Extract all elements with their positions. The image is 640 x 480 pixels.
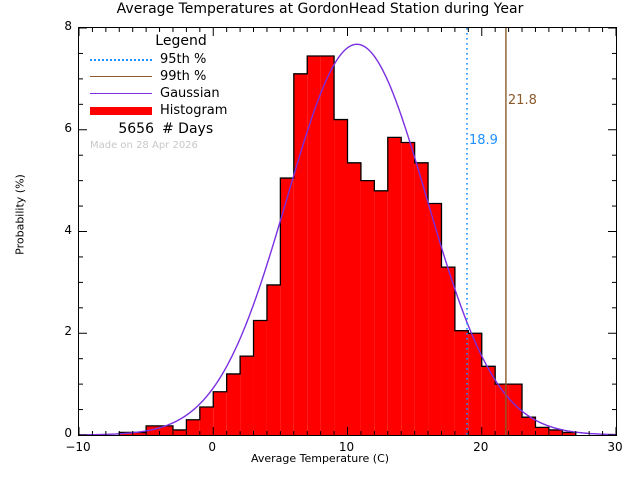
histogram-bars (118, 55, 577, 435)
histogram-bar (522, 417, 536, 435)
histogram-bar (146, 425, 160, 435)
y-axis-ticks (79, 28, 616, 435)
legend-line (90, 92, 152, 94)
histogram-bar (132, 432, 147, 435)
legend-entry: 95th % (88, 51, 303, 68)
y-tick-label: 4 (64, 222, 72, 237)
histogram-bar (280, 178, 294, 435)
legend-title: Legend (155, 33, 207, 49)
legend-entry-label: 95th % (160, 52, 207, 67)
percentile-lines (466, 28, 507, 435)
legend-entries: 95th % 99th % Gaussian Histogram (88, 51, 303, 119)
y-tick-label: 0 (64, 426, 72, 440)
histogram-bar (441, 267, 455, 435)
histogram-bar (562, 432, 576, 435)
made-on-caption: Made on 28 Apr 2026 (90, 140, 198, 151)
histogram-bar (508, 384, 523, 435)
legend-count-label: # Days (162, 121, 214, 137)
plot-svg (79, 28, 616, 435)
histogram-bar (548, 429, 563, 435)
y-tick-label: 8 (64, 19, 72, 33)
x-tick-label: 10 (338, 440, 355, 454)
legend-entry-label: 99th % (160, 69, 207, 84)
99th-percentile-label: 21.8 (507, 93, 537, 108)
legend-entry: 99th % (88, 68, 303, 85)
histogram-bar (226, 373, 241, 435)
histogram-bar (159, 425, 173, 435)
legend-day-count: 5656 # Days (88, 120, 303, 138)
histogram-bar (266, 284, 281, 435)
x-axis-ticks (79, 28, 616, 435)
histogram-bar (253, 320, 267, 435)
histogram-bar (454, 330, 469, 435)
histogram-bar (334, 119, 348, 435)
legend-entry-label: Histogram (160, 103, 228, 118)
legend-entry-label: Gaussian (160, 86, 220, 101)
histogram-bar (481, 366, 496, 435)
chart-title: Average Temperatures at GordonHead Stati… (116, 1, 524, 17)
histogram-bar (374, 190, 388, 435)
x-tick-label: 20 (473, 440, 489, 454)
y-tick-label: 2 (64, 324, 72, 339)
histogram-bar (535, 427, 549, 435)
x-tick-label: 30 (607, 440, 623, 454)
histogram-bar (213, 391, 227, 435)
histogram-bar (414, 162, 429, 435)
histogram-bar (320, 55, 335, 435)
histogram-bar (307, 55, 321, 435)
gaussian-curve (79, 43, 616, 435)
x-tick-label: 0 (208, 440, 217, 454)
legend-key-solid-line (88, 71, 154, 83)
y-axis-title: Probability (%) (13, 174, 27, 255)
chart-legend: Legend 95th % 99th % Gaussian Histogram 565… (88, 33, 303, 151)
legend-key-dotted-line (88, 54, 154, 66)
plot-area (78, 27, 617, 436)
x-axis-title: Average Temperature (C) (250, 452, 390, 465)
95th-percentile-label: 18.9 (468, 133, 498, 148)
legend-entry: Gaussian (88, 85, 303, 102)
histogram-bar (172, 429, 187, 435)
legend-line (90, 58, 152, 61)
legend-key-solid-line (88, 88, 154, 100)
histogram-bar (428, 203, 442, 435)
histogram-bar (240, 356, 254, 435)
legend-swatch (90, 106, 152, 115)
histogram-bar (360, 180, 375, 435)
histogram-bar (347, 162, 361, 435)
histogram-bar (468, 333, 482, 435)
histogram-bar (186, 419, 200, 435)
histogram-bar (387, 137, 402, 435)
legend-entry: Histogram (88, 102, 303, 119)
x-tick-label: −10 (65, 440, 91, 454)
histogram-bar (401, 142, 415, 435)
legend-line (90, 75, 152, 77)
legend-key-filled-swatch (88, 105, 154, 117)
histogram-bar (199, 407, 214, 435)
legend-count-value: 5656 (118, 121, 154, 137)
y-tick-label: 6 (64, 120, 72, 135)
